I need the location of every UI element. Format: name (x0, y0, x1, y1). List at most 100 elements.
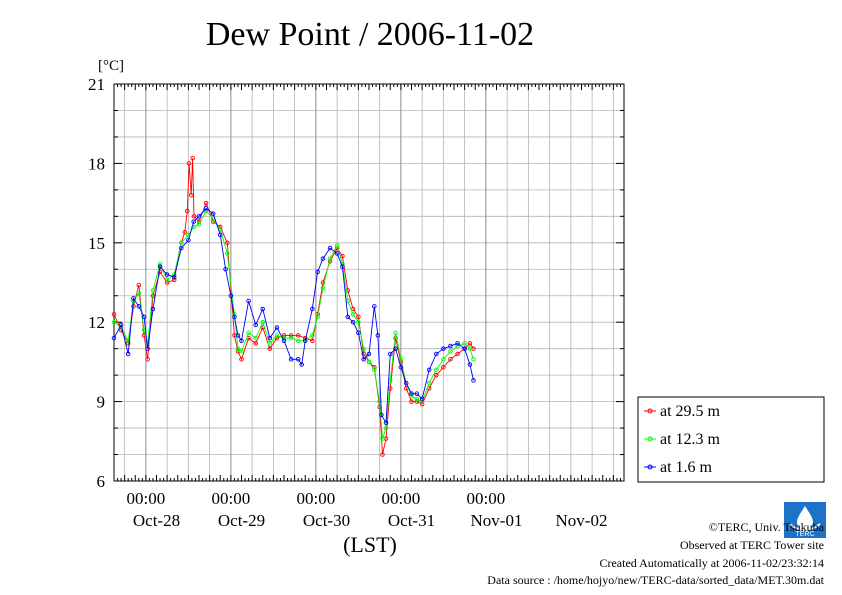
data-point (320, 280, 326, 285)
data-point (136, 282, 142, 288)
data-point (334, 251, 340, 256)
data-point (426, 380, 432, 386)
grid (114, 84, 624, 481)
legend-label: at 1.6 m (660, 459, 713, 476)
x-day-label: Oct-28 (133, 511, 180, 530)
series-line (113, 207, 474, 425)
data-point (182, 229, 188, 235)
data-point (267, 335, 273, 341)
data-point (409, 394, 414, 399)
data-point (141, 314, 147, 320)
data-point (441, 346, 446, 351)
data-point (225, 251, 230, 256)
data-point (393, 346, 398, 351)
data-point (260, 306, 266, 312)
data-point (223, 267, 228, 272)
data-point (225, 240, 230, 246)
data-point (145, 346, 150, 351)
chart-title: Dew Point / 2006-11-02 (206, 16, 534, 53)
x-day-label: Nov-01 (471, 511, 523, 530)
x-day-label: Oct-31 (388, 511, 435, 530)
x-axis-ticks: 00:00 00:00 00:00 00:00 00:00 Oct-28 Oct-29 Oct… (117, 84, 621, 530)
y-tick-label: 15 (88, 234, 105, 253)
created-text: Created Automatically at 2006-11-02/23:3… (599, 556, 824, 570)
data-point (448, 343, 453, 349)
legend: at 29.5 m at 12.3 m at 1.6 m (637, 396, 825, 483)
data-point (409, 391, 414, 396)
data-point (434, 351, 439, 357)
data-point (171, 277, 177, 283)
data-point (253, 322, 258, 328)
legend-label: at 29.5 m (660, 403, 721, 420)
data-point (303, 338, 308, 343)
data-point (393, 330, 398, 336)
data-point (267, 341, 273, 346)
data-point (388, 351, 393, 357)
data-point (380, 452, 385, 457)
x-time-label: 00:00 (467, 489, 506, 508)
data-point (253, 335, 258, 341)
data-point (136, 290, 142, 296)
data-point (239, 349, 244, 354)
series-2 (111, 206, 476, 426)
data-point (185, 208, 190, 214)
data-point (361, 357, 366, 362)
x-time-label: 00:00 (382, 489, 421, 508)
data-point (246, 330, 251, 336)
series-line (113, 210, 474, 439)
y-axis-unit: [°C] (98, 58, 124, 74)
data-point (372, 367, 377, 373)
data-point (125, 351, 131, 357)
data-point (288, 333, 294, 338)
data-point (239, 338, 244, 343)
data-point (315, 269, 320, 275)
series-layer (111, 155, 476, 457)
data-point (448, 357, 453, 362)
data-point (448, 349, 453, 354)
data-point (191, 214, 197, 219)
data-point (295, 357, 301, 362)
data-point (145, 357, 150, 362)
data-point (210, 211, 216, 216)
data-point (350, 312, 356, 317)
x-time-label: 00:00 (127, 489, 166, 508)
data-point (203, 206, 209, 211)
data-point (455, 341, 460, 346)
data-point (356, 319, 361, 325)
data-point (462, 346, 467, 351)
data-point (310, 338, 315, 343)
data-point (111, 335, 117, 341)
data-point (441, 364, 446, 370)
series-line (113, 158, 474, 455)
data-point (186, 237, 191, 243)
data-point (340, 264, 345, 269)
plot-frame (113, 83, 625, 482)
data-point (150, 306, 156, 312)
data-point (409, 399, 414, 404)
data-point (419, 399, 425, 404)
data-point (274, 325, 280, 330)
data-point (467, 341, 473, 346)
legend-box (637, 396, 825, 483)
data-point (274, 333, 280, 338)
data-point (310, 306, 315, 312)
terc-logo: TERC (780, 502, 830, 538)
data-point (136, 304, 142, 309)
data-point (196, 214, 202, 219)
data-point (196, 222, 202, 227)
data-point (253, 341, 258, 346)
data-point (414, 391, 420, 396)
copyright-text: ©TERC, Univ. Tsukuba (708, 520, 824, 534)
x-time-label: 00:00 (297, 489, 336, 508)
data-point (217, 232, 223, 238)
data-point (340, 253, 345, 259)
data-point (434, 367, 439, 373)
data-point (379, 412, 384, 418)
x-axis-label: (LST) (343, 532, 397, 557)
y-tick-label: 21 (88, 75, 105, 94)
data-point (356, 330, 361, 336)
data-point (334, 243, 340, 248)
data-point (380, 436, 385, 441)
observed-text: Observed at TERC Tower site (679, 538, 824, 552)
